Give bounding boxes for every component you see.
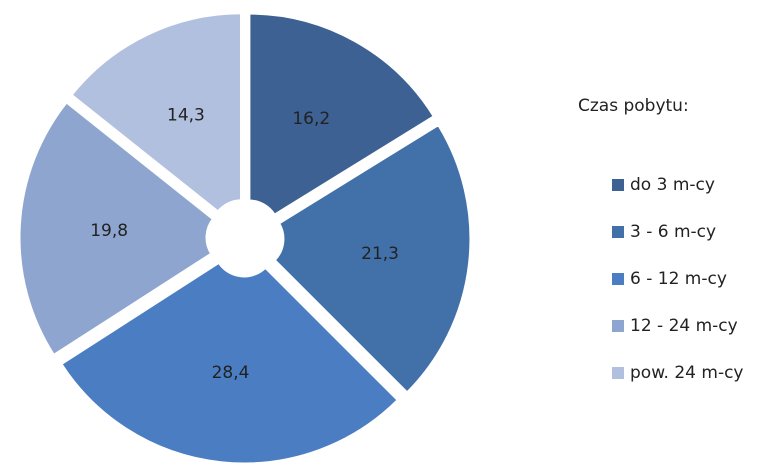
data-label: 16,2 — [292, 109, 330, 129]
slice — [272, 122, 473, 396]
slice — [17, 99, 216, 358]
data-label: 28,4 — [212, 363, 250, 383]
legend-label: 6 - 12 m-cy — [630, 269, 727, 289]
legend-swatch — [612, 273, 624, 285]
legend-label: 12 - 24 m-cy — [630, 316, 738, 336]
data-label: 14,3 — [167, 105, 205, 125]
legend-swatch — [612, 367, 624, 379]
legend-label: pow. 24 m-cy — [630, 363, 743, 383]
legend-label: 3 - 6 m-cy — [630, 222, 716, 242]
legend-swatch — [612, 320, 624, 332]
slice — [58, 260, 401, 466]
data-label: 21,3 — [361, 244, 399, 264]
legend-swatch — [612, 179, 624, 191]
legend-swatch — [612, 226, 624, 238]
legend-title: Czas pobytu: — [578, 96, 689, 116]
data-label: 19,8 — [90, 221, 128, 241]
slice — [68, 11, 244, 215]
slice — [247, 11, 437, 218]
legend-label: do 3 m-cy — [630, 175, 715, 195]
